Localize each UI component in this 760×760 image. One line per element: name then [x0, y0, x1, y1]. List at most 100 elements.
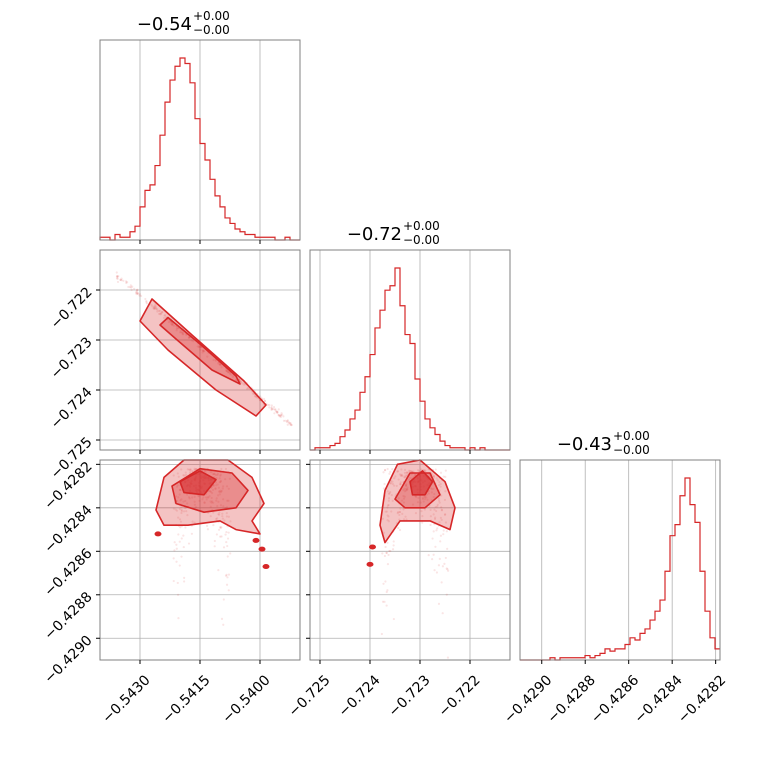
scatter-dot — [440, 508, 443, 511]
scatter-dot — [225, 485, 229, 488]
scatter-dot — [402, 501, 406, 504]
scatter-dot — [177, 617, 180, 620]
scatter-dot — [222, 546, 226, 549]
scatter-dot — [175, 543, 178, 546]
scatter-dot — [416, 501, 420, 504]
scatter-dot — [203, 501, 206, 504]
scatter-dot — [183, 474, 186, 477]
scatter-dot — [439, 516, 442, 519]
scatter-dot — [177, 475, 180, 478]
scatter-dot — [430, 488, 433, 491]
scatter-dot — [140, 294, 143, 298]
scatter-dot — [219, 526, 222, 530]
scatter-dot — [423, 468, 426, 472]
scatter-dot — [190, 532, 194, 535]
scatter-dot — [173, 549, 176, 552]
scatter-dot — [421, 497, 425, 501]
scatter-dot — [160, 311, 164, 314]
scatter-dot — [287, 421, 291, 425]
scatter-dot — [397, 497, 400, 500]
scatter-dot — [172, 557, 175, 560]
scatter-dot — [178, 493, 181, 496]
scatter-dot — [391, 480, 394, 483]
scatter-dot — [184, 526, 187, 529]
scatter-dot — [219, 479, 223, 482]
scatter-dot — [122, 279, 125, 282]
scatter-dot — [227, 499, 230, 502]
scatter-dot — [217, 569, 220, 572]
y-tick-label-1-2: −0.724 — [48, 384, 96, 432]
scatter-dot — [227, 370, 230, 373]
scatter-dot — [403, 487, 406, 490]
scatter-dot — [225, 573, 228, 576]
scatter-dot — [226, 544, 229, 548]
scatter-dot — [409, 470, 413, 473]
scatter-dot — [408, 478, 411, 481]
scatter-dot — [209, 500, 212, 503]
scatter-dot — [403, 476, 406, 479]
scatter-dot — [277, 413, 280, 417]
scatter-dot — [281, 413, 284, 416]
scatter-dot — [242, 383, 246, 386]
scatter-dot — [127, 285, 130, 289]
scatter-dot — [151, 305, 154, 308]
scatter-dot — [177, 533, 180, 536]
scatter-dot — [284, 419, 287, 422]
scatter-dot — [145, 301, 148, 304]
scatter-dot — [270, 407, 273, 410]
scatter-dot — [116, 280, 120, 284]
scatter-dot — [276, 411, 279, 415]
pair-panel-0-2 — [96, 459, 301, 664]
scatter-dot — [120, 277, 123, 280]
scatter-dot — [404, 489, 408, 492]
scatter-dot — [440, 509, 444, 512]
scatter-dot — [443, 513, 447, 516]
contour-blob-1-3 — [252, 537, 260, 543]
scatter-dot — [447, 569, 450, 572]
scatter-dot — [426, 498, 429, 501]
scatter-dot — [444, 475, 447, 479]
scatter-dot — [173, 541, 176, 544]
scatter-dot — [390, 510, 393, 513]
scatter-dot — [182, 333, 185, 336]
scatter-dot — [159, 312, 162, 315]
scatter-dot — [219, 362, 222, 366]
scatter-dot — [162, 316, 166, 320]
scatter-dot — [385, 590, 388, 594]
scatter-dot — [227, 573, 231, 576]
scatter-dot — [218, 490, 221, 493]
scatter-dot — [432, 495, 435, 499]
scatter-dot — [228, 477, 231, 480]
scatter-dot — [219, 480, 222, 483]
scatter-dot — [203, 469, 206, 473]
scatter-dot — [432, 474, 435, 477]
scatter-dot — [131, 285, 134, 288]
scatter-dot — [392, 544, 395, 547]
scatter-dot — [246, 386, 249, 389]
scatter-dot — [184, 507, 187, 510]
scatter-dot — [432, 487, 435, 490]
scatter-dot — [154, 306, 157, 309]
scatter-dot — [211, 472, 215, 476]
scatter-dot — [399, 482, 402, 486]
scatter-dot — [179, 520, 183, 523]
scatter-dot — [400, 473, 403, 476]
scatter-dot — [425, 496, 428, 499]
scatter-dot — [405, 471, 408, 474]
scatter-dot — [153, 307, 156, 311]
scatter-dot — [153, 306, 156, 310]
scatter-dot — [177, 516, 180, 519]
scatter-dot — [444, 490, 447, 493]
scatter-dot — [286, 423, 289, 426]
scatter-dot — [181, 333, 184, 336]
scatter-dot — [189, 468, 192, 471]
scatter-dot — [231, 375, 234, 378]
scatter-dot — [404, 515, 407, 518]
scatter-dot — [187, 336, 190, 339]
scatter-dot — [437, 602, 441, 605]
scatter-dot — [193, 503, 196, 506]
scatter-dot — [230, 373, 233, 376]
scatter-dot — [429, 508, 432, 511]
scatter-dot — [225, 369, 228, 372]
scatter-dot — [186, 493, 189, 496]
